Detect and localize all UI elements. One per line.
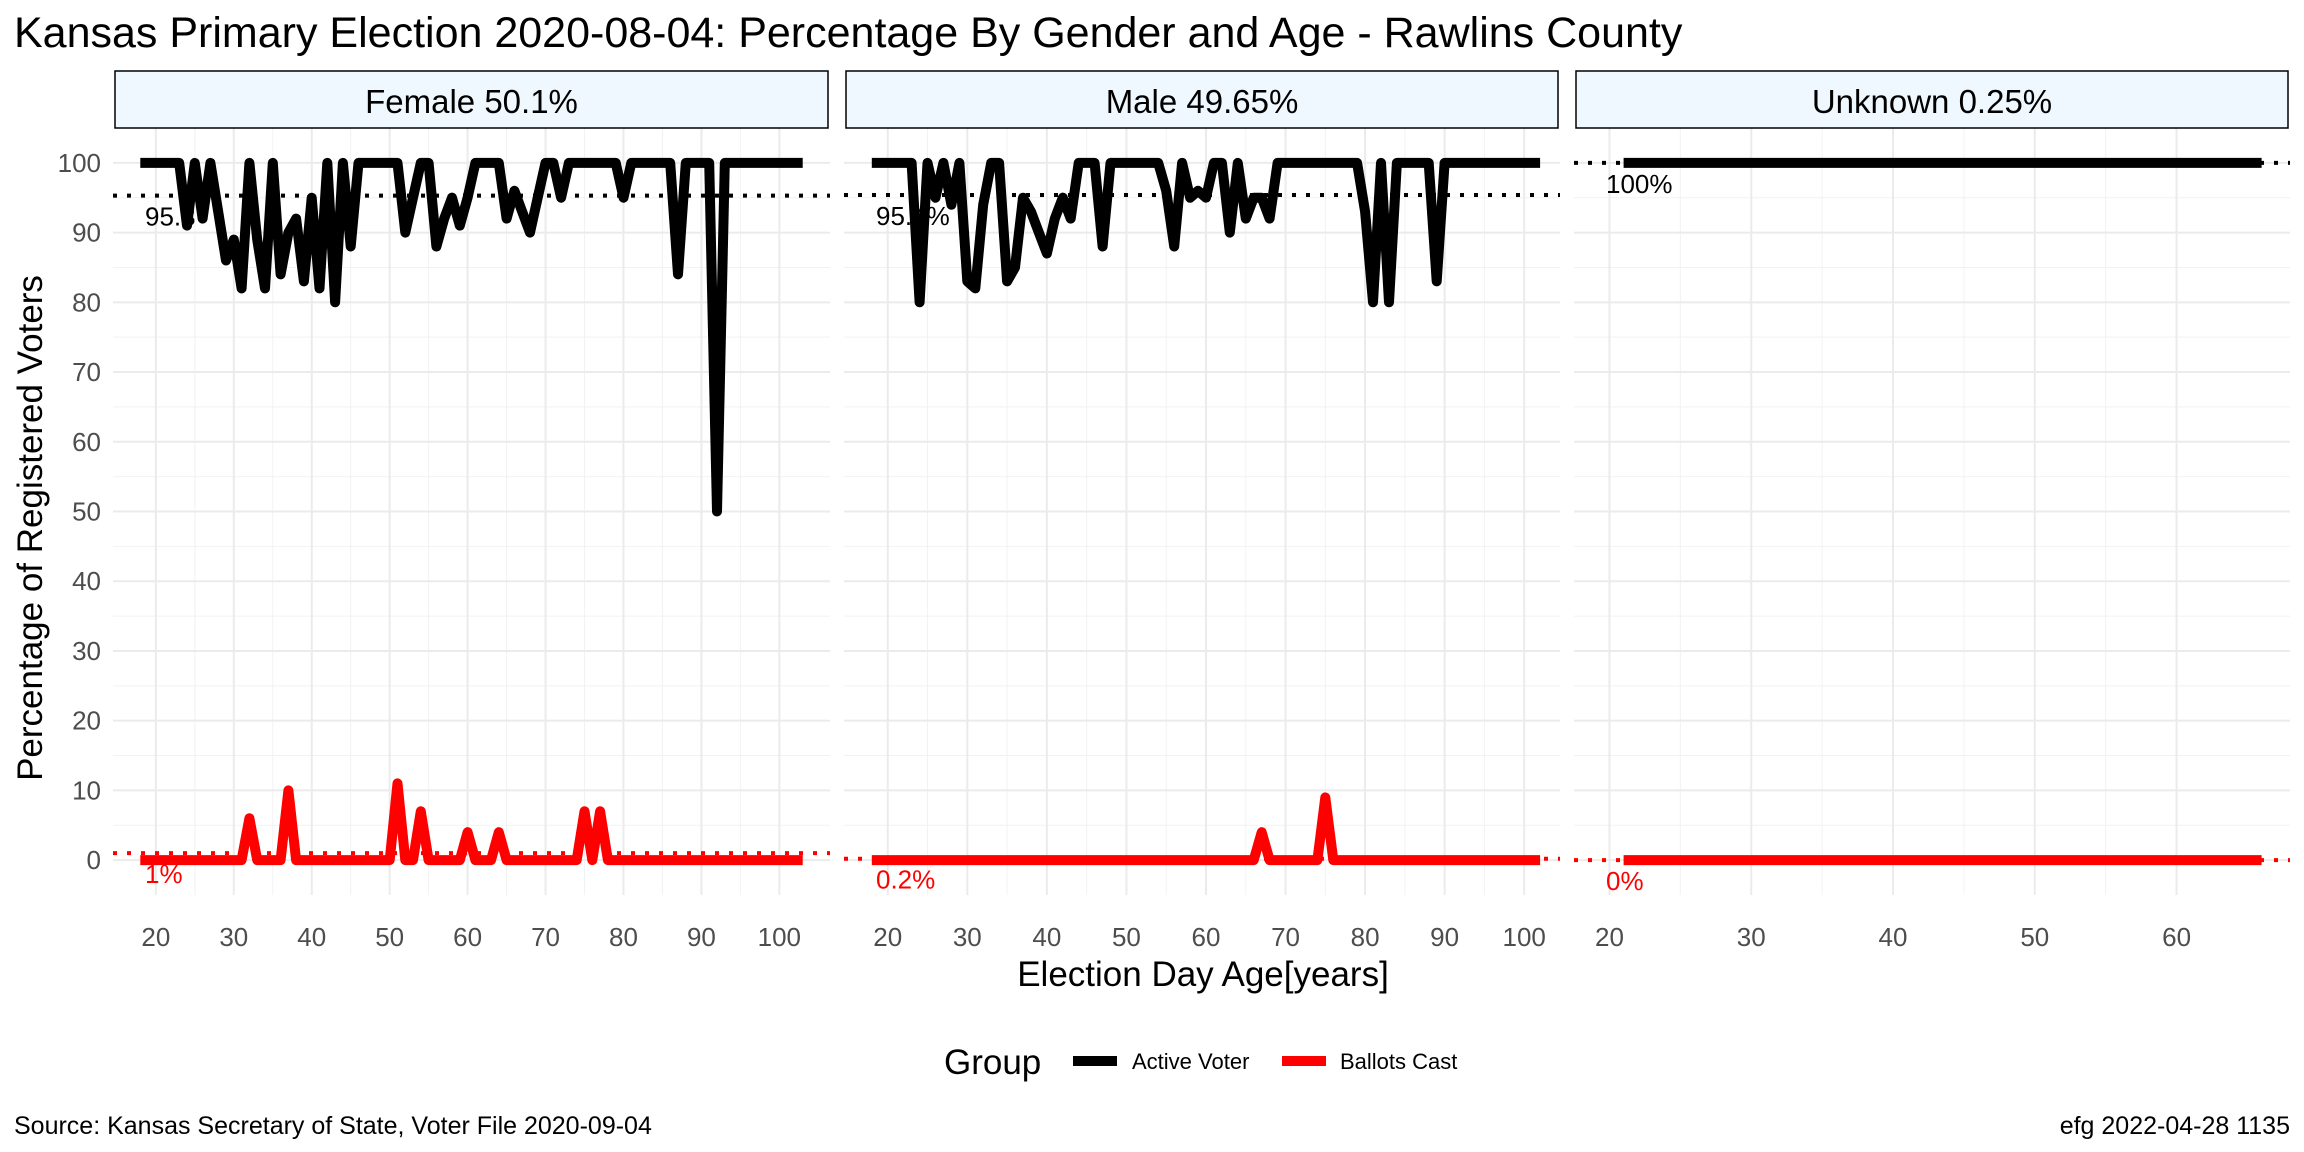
date-caption: efg 2022-04-28 1135 [2060,1112,2290,1140]
source-caption: Source: Kansas Secretary of State, Voter… [14,1112,652,1140]
panel-0: 20 30 40 50 60 70 80 90 100 Female 50.1% 95.3 1% [113,70,830,952]
series-line-ballots-cast [871,792,1541,866]
x-tick-label: 70 [531,922,560,952]
y-tick-label: 90 [72,218,101,248]
facet-panels: 0 10 20 30 40 50 60 70 80 90 100 20 30 40 50 60 70 80 90 10… [58,70,2290,952]
y-tick-label: 10 [72,775,101,805]
y-tick-label: 60 [72,427,101,457]
x-tick-label: 80 [609,922,638,952]
y-tick-label: 20 [72,706,101,736]
x-tick-label: 50 [1112,922,1141,952]
series-line-active-voter [871,157,1541,308]
x-tick-label: 100 [758,922,801,952]
y-tick-label: 30 [72,636,101,666]
y-tick-label: 50 [72,497,101,527]
x-tick-label: 100 [1503,922,1546,952]
x-tick-label: 40 [1032,922,1061,952]
facet-strip [845,70,1559,129]
x-tick-label: 20 [1595,922,1624,952]
y-axis-title: Percentage of Registered Voters [11,275,50,781]
ballots-cast-average-label: 0% [1606,866,1644,896]
y-tick-label: 80 [72,287,101,317]
x-tick-label: 60 [2162,922,2191,952]
y-tick-label: 0 [87,845,101,875]
chart-title: Kansas Primary Election 2020-08-04: Perc… [14,9,1683,57]
x-tick-label: 60 [453,922,482,952]
panel-1: 20 30 40 50 60 70 80 90 100 Male 49.65% 95.4% 0.2% [844,70,1560,952]
legend: Group Active Voter Ballots Cast [944,1043,1457,1082]
x-axis-title: Election Day Age[years] [1017,955,1389,994]
facet-strip [1575,70,2289,129]
ballots-cast-average-label: 0.2% [876,865,935,895]
y-tick-label: 40 [72,566,101,596]
series-line-ballots-cast [140,778,803,866]
x-tick-label: 40 [1879,922,1908,952]
x-tick-label: 20 [141,922,170,952]
x-tick-label: 30 [953,922,982,952]
x-tick-label: 30 [1737,922,1766,952]
facet-strip [114,70,829,129]
active-voter-average-label: 95.4% [876,201,950,231]
x-tick-label: 50 [2020,922,2049,952]
x-tick-label: 90 [687,922,716,952]
y-tick-label: 100 [58,148,101,178]
facet-strip-label: Male 49.65% [1106,83,1299,120]
y-tick-label: 70 [72,357,101,387]
x-tick-label: 60 [1192,922,1221,952]
x-tick-label: 70 [1271,922,1300,952]
ballots-cast-average-label: 1% [145,859,183,889]
x-tick-label: 40 [297,922,326,952]
legend-label-active-voter: Active Voter [1132,1049,1249,1074]
x-tick-label: 30 [219,922,248,952]
x-tick-label: 90 [1430,922,1459,952]
x-tick-label: 20 [873,922,902,952]
facet-strip-label: Female 50.1% [365,83,578,120]
x-tick-label: 50 [375,922,404,952]
legend-title: Group [944,1043,1041,1082]
facet-strip-label: Unknown 0.25% [1812,83,2052,120]
active-voter-average-label: 95.3 [145,202,196,232]
x-tick-label: 80 [1351,922,1380,952]
series-line-active-voter [140,157,803,517]
panel-2: 20 30 40 50 60 Unknown 0.25% 100% 0% [1574,70,2290,952]
legend-label-ballots-cast: Ballots Cast [1340,1049,1457,1074]
active-voter-average-label: 100% [1606,169,1673,199]
